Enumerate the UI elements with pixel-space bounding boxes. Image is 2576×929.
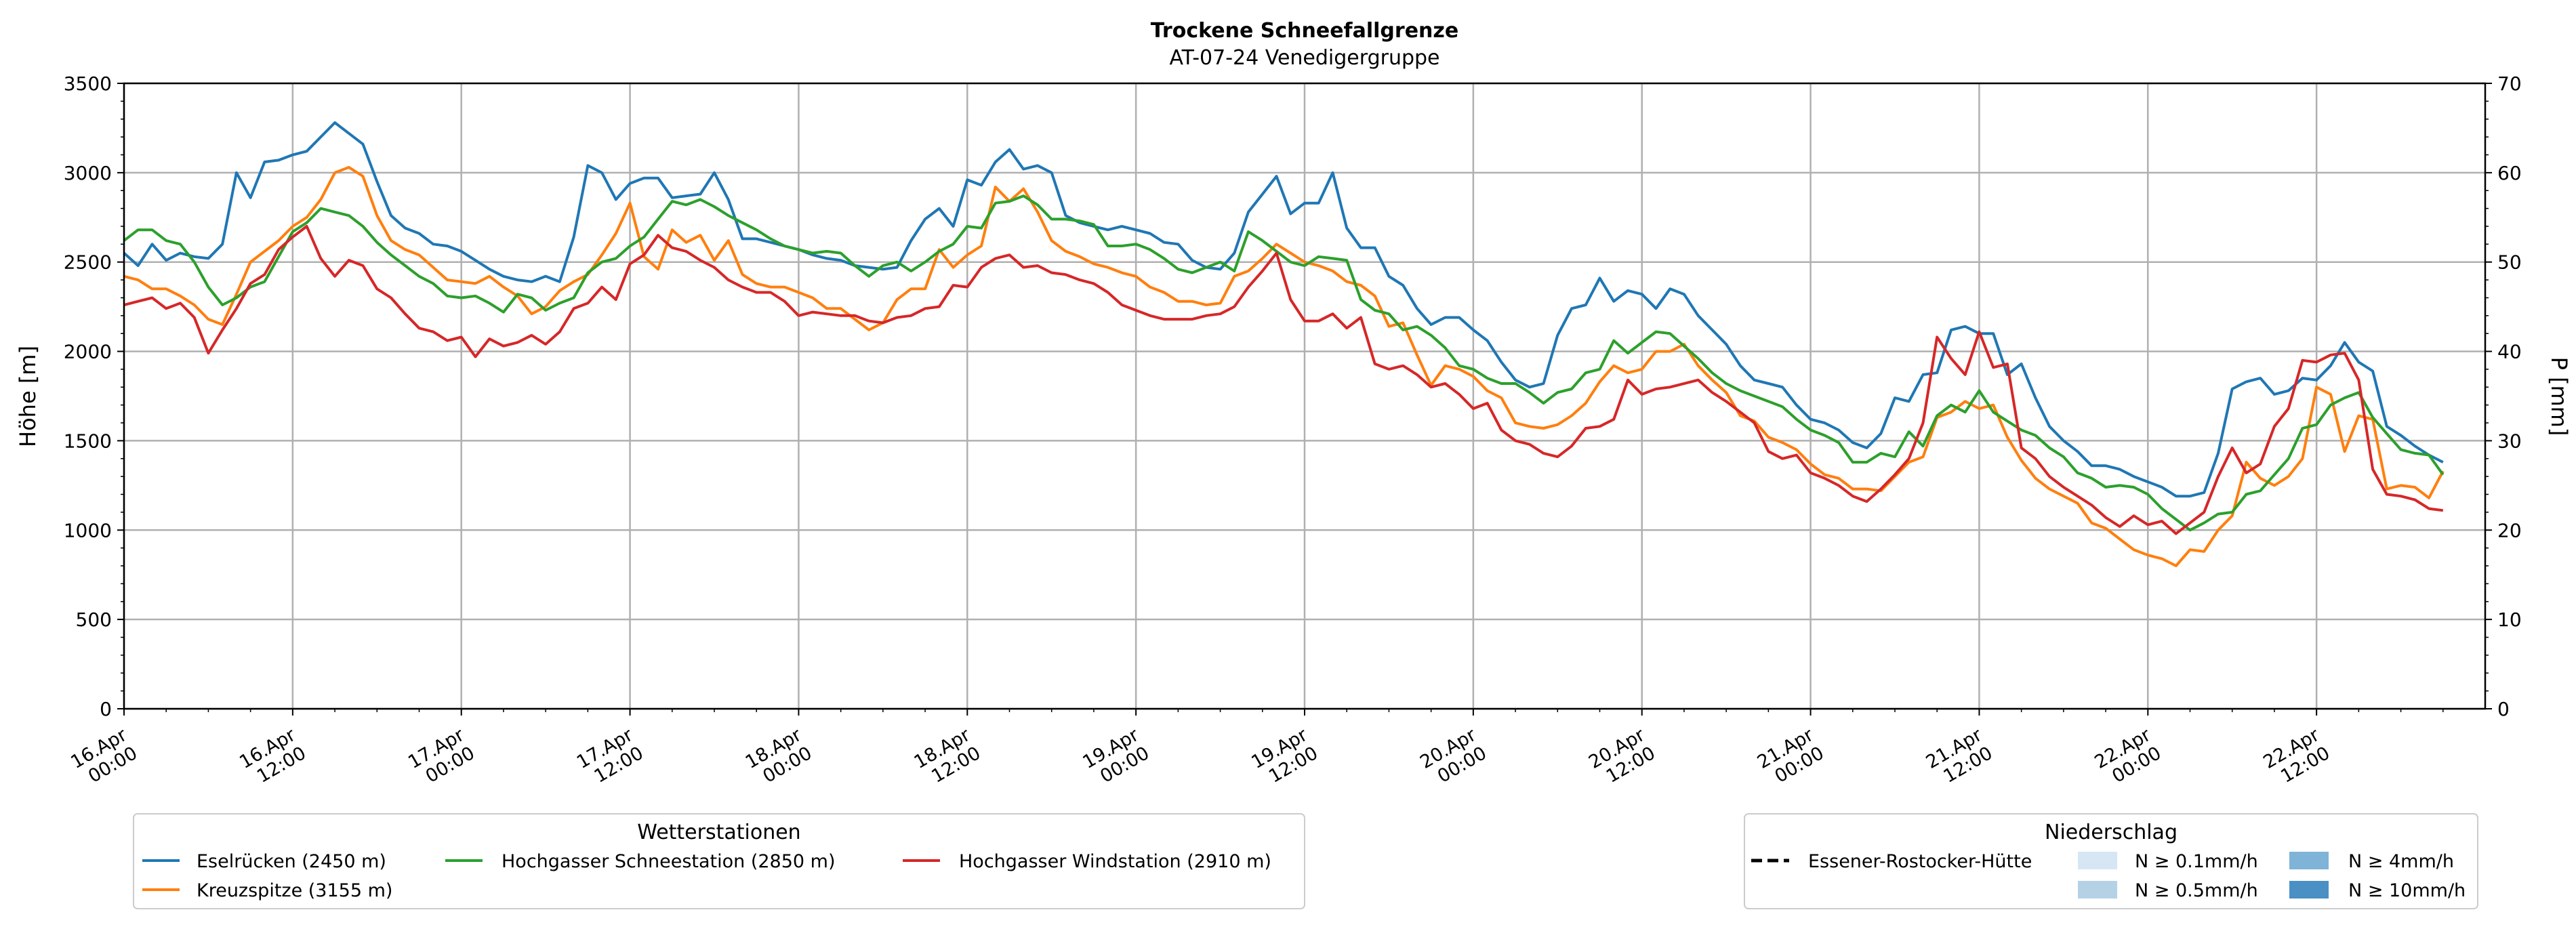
series-line	[123, 165, 2445, 567]
precip-label-10: N ≥ 10mm/h	[2348, 880, 2466, 901]
y2-tick-label: 50	[2497, 251, 2522, 274]
precip-swatch-01	[2078, 852, 2117, 869]
y-tick-label: 1000	[64, 519, 112, 541]
y-axis-label: Höhe [m]	[15, 346, 41, 447]
stations-legend-title: Wetterstationen	[637, 821, 800, 844]
y2-tick-label: 30	[2497, 430, 2522, 452]
series-line	[123, 194, 2445, 532]
stations-legend-frame	[133, 813, 1305, 909]
series-lines	[123, 121, 2445, 567]
y2-tick-label: 0	[2497, 698, 2510, 720]
y-tick-label: 0	[100, 698, 112, 720]
x-tick-label: 20.Apr00:00	[1416, 724, 1490, 791]
legend-label-windstation: Hochgasser Windstation (2910 m)	[959, 851, 1271, 872]
precip-legend-station: Essener-Rostocker-Hütte	[1808, 851, 2032, 872]
y-tick-label: 2500	[64, 251, 112, 274]
y-tick-label: 3500	[64, 73, 112, 95]
chart-subtitle: AT-07-24 Venedigergruppe	[1169, 46, 1439, 70]
y2-tick-label: 60	[2497, 162, 2522, 184]
y2-tick-label: 70	[2497, 73, 2522, 95]
series-line	[123, 121, 2444, 498]
legend-label-kreuzspitze: Kreuzspitze (3155 m)	[197, 880, 392, 901]
precip-legend: Niederschlag Essener-Rostocker-Hütte N ≥…	[1744, 813, 2478, 909]
y2-tick-label: 10	[2497, 608, 2522, 631]
legend-label-eselruecken: Eselrücken (2450 m)	[197, 851, 386, 872]
y2-tick-label: 20	[2497, 519, 2522, 541]
precip-swatch-4	[2289, 852, 2329, 869]
precip-label-4: N ≥ 4mm/h	[2348, 851, 2454, 872]
precip-swatch-10	[2289, 881, 2329, 899]
precip-label-05: N ≥ 0.5mm/h	[2135, 880, 2258, 901]
stations-legend: Wetterstationen Eselrücken (2450 m) Kreu…	[133, 813, 1305, 909]
y-tick-label: 1500	[64, 430, 112, 452]
precip-swatch-05	[2078, 881, 2117, 899]
precip-legend-title: Niederschlag	[2045, 821, 2178, 844]
legend-label-schneestation: Hochgasser Schneestation (2850 m)	[502, 851, 836, 872]
chart-title: Trockene Schneefallgrenze	[1151, 19, 1458, 43]
y2-axis-label: P [mm]	[2546, 357, 2572, 436]
y-tick-label: 2000	[64, 341, 112, 363]
series-line	[123, 225, 2444, 535]
y-tick-label: 3000	[64, 162, 112, 184]
y-tick-label: 500	[76, 608, 112, 631]
precip-label-01: N ≥ 0.1mm/h	[2135, 851, 2258, 872]
y2-tick-label: 40	[2497, 341, 2522, 363]
